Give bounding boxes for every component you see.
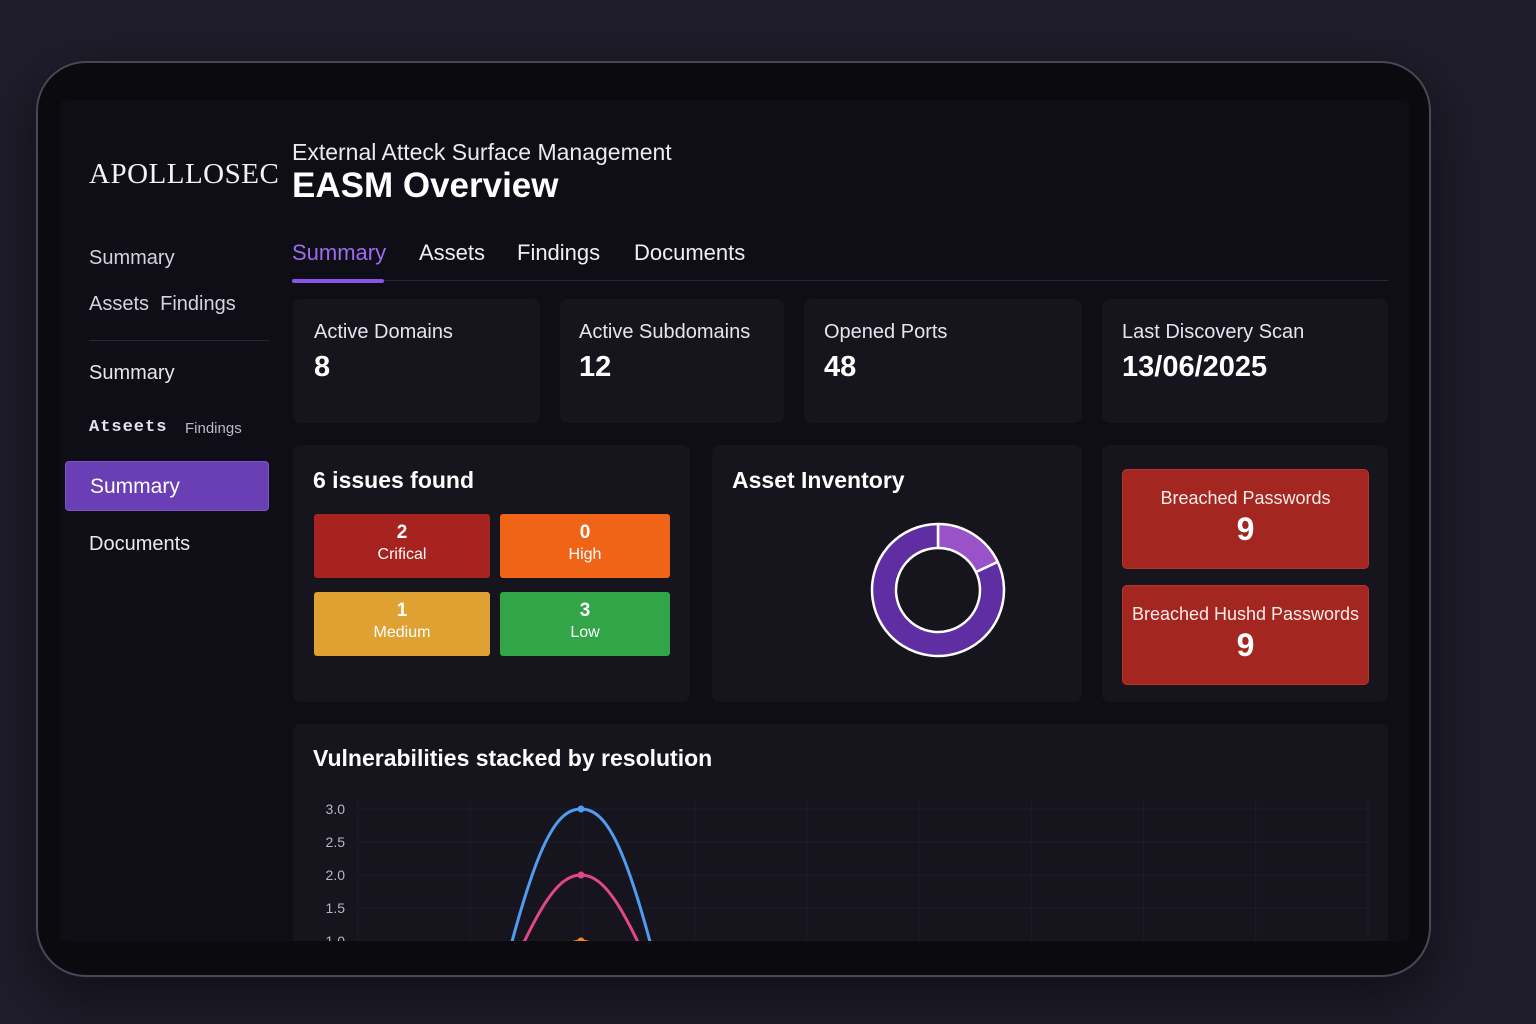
sidebar-item-summary[interactable]: Summary xyxy=(89,247,175,269)
severity-low[interactable]: 3 Low xyxy=(500,592,670,656)
stat-value: 8 xyxy=(314,351,331,383)
breach-value: 9 xyxy=(1236,627,1255,663)
issues-title: 6 issues found xyxy=(313,467,475,493)
tab-findings[interactable]: Findings xyxy=(517,240,601,265)
stat-label: Opened Ports xyxy=(824,321,948,343)
severity-medium[interactable]: 1 Medium xyxy=(314,592,490,656)
severity-count: 3 xyxy=(579,600,591,621)
breach-label: Breached Hushd Passwords xyxy=(1131,604,1360,624)
asset-inventory-donut xyxy=(870,522,1006,658)
sidebar-item-summary-2[interactable]: Summary xyxy=(89,362,175,384)
stat-card-active-subdomains: Active Subdomains 12 xyxy=(560,299,784,423)
severity-label: Medium xyxy=(373,624,431,641)
series-point-1 xyxy=(577,871,585,879)
stat-label: Active Subdomains xyxy=(579,321,751,343)
app-screen: APOLLLOSEC Summary Assets Findings Summa… xyxy=(60,100,1409,941)
sidebar-item-summary-active[interactable]: Summary xyxy=(65,461,269,511)
y-tick-label: 1.5 xyxy=(326,900,346,916)
vulnerabilities-chart: 3.0 2.5 2.0 1.5 1.0 xyxy=(326,799,1369,941)
vulnerabilities-title: Vulnerabilities stacked by resolution xyxy=(313,745,713,771)
stat-value: 48 xyxy=(824,351,857,383)
sidebar-item-findings[interactable]: Findings xyxy=(185,420,242,437)
breach-card: Breached Passwords 9 Breached Hushd Pass… xyxy=(1102,445,1388,702)
tab-documents[interactable]: Documents xyxy=(634,240,746,265)
asset-inventory-title: Asset Inventory xyxy=(732,467,905,493)
sidebar-item-documents[interactable]: Documents xyxy=(89,533,191,555)
issues-card: 6 issues found 2 Crifical 0 High 1 Mediu… xyxy=(293,445,690,702)
stat-value: 12 xyxy=(579,351,612,383)
breached-passwords-tile[interactable]: Breached Passwords 9 xyxy=(1122,469,1369,569)
breached-hashed-passwords-tile[interactable]: Breached Hushd Passwords 9 xyxy=(1122,585,1369,685)
tab-bar: Summary Assets Findings Documents xyxy=(292,240,1388,284)
breach-value: 9 xyxy=(1236,511,1255,547)
severity-label: High xyxy=(568,546,602,563)
page-title: EASM Overview xyxy=(292,166,559,205)
series-point-2 xyxy=(577,937,585,941)
sidebar-item-assets-findings[interactable]: Assets Findings xyxy=(89,293,236,315)
severity-critical[interactable]: 2 Crifical xyxy=(314,514,490,578)
stat-label: Last Discovery Scan xyxy=(1122,321,1305,343)
page-subtitle: External Atteck Surface Management xyxy=(292,139,672,165)
tabs-divider xyxy=(292,280,1388,281)
stat-value: 13/06/2025 xyxy=(1122,351,1268,383)
series-point-0 xyxy=(577,805,585,813)
sidebar-divider xyxy=(89,340,269,341)
y-tick-label: 1.0 xyxy=(326,933,346,941)
stat-label: Active Domains xyxy=(314,321,453,343)
y-tick-label: 3.0 xyxy=(326,801,346,817)
stat-card-opened-ports: Opened Ports 48 xyxy=(804,299,1082,423)
severity-high[interactable]: 0 High xyxy=(500,514,670,578)
severity-label: Crifical xyxy=(377,546,427,563)
severity-count: 0 xyxy=(579,522,591,543)
stat-card-last-scan: Last Discovery Scan 13/06/2025 xyxy=(1102,299,1388,423)
severity-count: 2 xyxy=(396,522,408,543)
tab-assets[interactable]: Assets xyxy=(419,240,486,265)
severity-count: 1 xyxy=(396,600,408,621)
y-tick-label: 2.0 xyxy=(326,867,346,883)
asset-inventory-card: Asset Inventory xyxy=(712,445,1082,702)
stat-card-active-domains: Active Domains 8 xyxy=(293,299,540,423)
sidebar-item-assets[interactable]: Atseets xyxy=(89,418,168,437)
donut-segment-1 xyxy=(870,522,1006,658)
tab-summary[interactable]: Summary xyxy=(292,240,387,265)
breach-label: Breached Passwords xyxy=(1160,488,1331,508)
tab-active-indicator xyxy=(292,279,384,283)
vulnerabilities-chart-card: Vulnerabilities stacked by resolution 3.… xyxy=(293,724,1388,941)
severity-label: Low xyxy=(570,624,600,641)
y-tick-label: 2.5 xyxy=(326,834,346,850)
sidebar-active-label: Summary xyxy=(90,475,180,498)
brand-logo: APOLLLOSEC xyxy=(89,158,280,190)
